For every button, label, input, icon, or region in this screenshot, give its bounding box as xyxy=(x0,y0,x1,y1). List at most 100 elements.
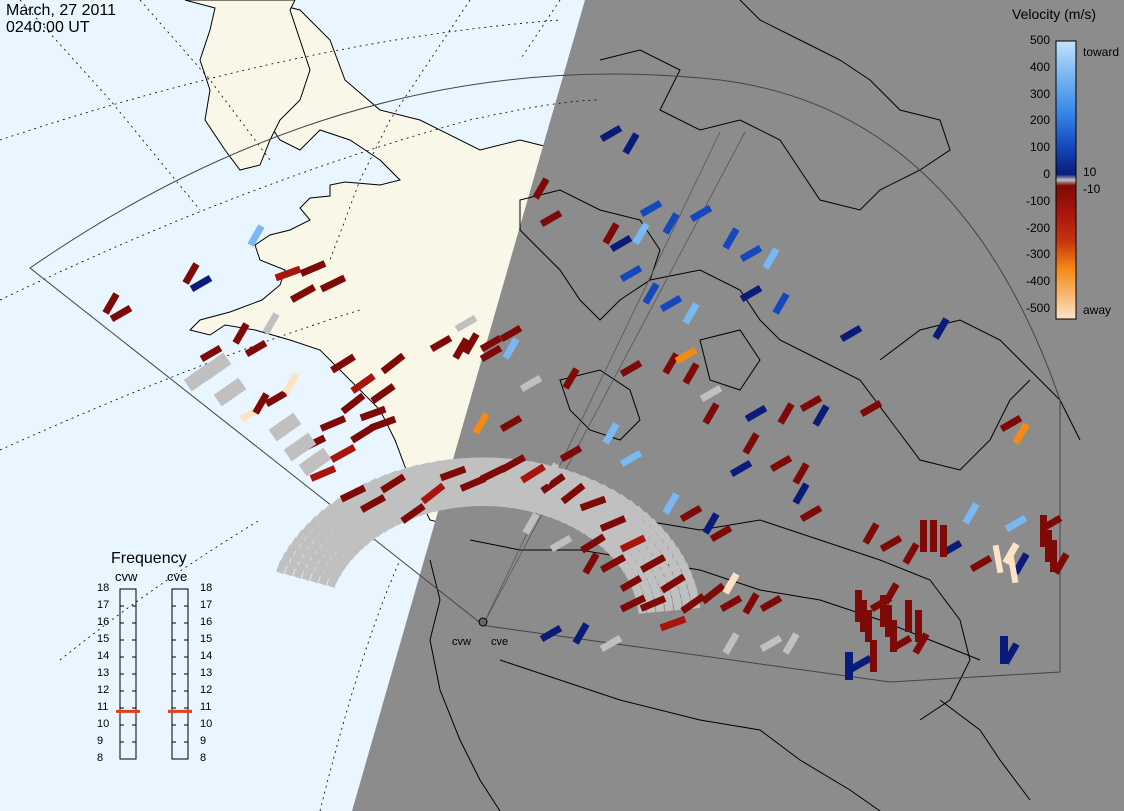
site-label-cve: cve xyxy=(491,636,509,648)
scatter-cell xyxy=(580,533,606,554)
scatter-cell xyxy=(1002,542,1020,565)
graticule-lines xyxy=(0,0,601,811)
frequency-tick-left: 18 xyxy=(97,582,110,594)
scatter-cell xyxy=(762,247,780,270)
scatter-cell xyxy=(599,634,623,653)
scatter-cell xyxy=(329,444,357,463)
velocity-tick-label: 500 xyxy=(1029,33,1050,47)
radar-label-cve: cve xyxy=(167,569,188,584)
scatter-cell xyxy=(375,473,390,487)
scatter-cell xyxy=(462,332,480,355)
scatter-cell xyxy=(479,464,507,483)
scatter-cell xyxy=(439,458,453,469)
velocity-tick-label: 300 xyxy=(1029,86,1050,101)
scatter-cell xyxy=(599,554,627,573)
scatter-cell xyxy=(380,352,406,375)
site-label-cvw: cvw xyxy=(452,636,471,648)
scatter-cell xyxy=(782,632,800,655)
scatter-cell xyxy=(722,572,740,595)
scatter-cell xyxy=(659,615,687,632)
frequency-tick-right: 15 xyxy=(200,633,213,645)
frequency-tick-left: 12 xyxy=(97,684,110,696)
scatter-cell xyxy=(699,384,723,403)
scatter-cell xyxy=(461,457,475,467)
scatter-cell xyxy=(1000,636,1008,664)
time-label: 0240:00 UT xyxy=(6,19,90,36)
scatter-cell xyxy=(463,470,476,480)
scatter-cell xyxy=(539,209,563,228)
scatter-cell xyxy=(549,534,573,553)
frequency-tick-left: 15 xyxy=(97,633,110,645)
scatter-cell xyxy=(890,620,897,652)
scatter-cell xyxy=(262,312,280,335)
velocity-tick-label: -500 xyxy=(1025,301,1050,315)
scatter-cell xyxy=(1007,554,1019,584)
scatter-cell xyxy=(1004,514,1028,533)
scatter-cell xyxy=(559,444,583,463)
velocity-tick-label: -400 xyxy=(1025,274,1050,289)
scatter-cell xyxy=(702,402,720,425)
scatter-cell xyxy=(769,454,793,473)
scatter-cell xyxy=(792,462,810,485)
velocity-scale-title: Velocity (m/s) xyxy=(1012,6,1097,22)
scatter-cell xyxy=(350,423,376,444)
scatter-cell xyxy=(264,389,288,408)
scatter-cell xyxy=(406,464,421,476)
scatter-cell xyxy=(879,534,903,553)
scatter-cell xyxy=(109,304,133,323)
scatter-cell xyxy=(792,482,810,505)
scatter-cell xyxy=(182,262,200,285)
frequency-tick-right: 11 xyxy=(200,701,212,713)
scatter-cell xyxy=(370,383,396,404)
frequency-tick-right: 10 xyxy=(200,718,213,730)
date-label: March, 27 2011 xyxy=(6,2,116,19)
scatter-cell xyxy=(865,610,872,642)
scatter-cell xyxy=(579,495,607,512)
scatter-cell xyxy=(499,324,523,343)
velocity-tick-minus10: -10 xyxy=(1083,182,1101,196)
scatter-cell xyxy=(479,344,503,363)
scatter-cell xyxy=(380,473,406,494)
scatter-cell xyxy=(674,346,698,365)
scatter-cell xyxy=(319,415,347,432)
scatter-cell xyxy=(680,593,706,614)
scatter-cell xyxy=(902,542,920,565)
scatter-cell xyxy=(639,595,667,612)
scatter-cell xyxy=(920,520,927,552)
scatter-cell xyxy=(385,470,400,483)
scatter-cell xyxy=(473,457,486,466)
scatter-cell xyxy=(602,222,620,245)
scatter-cell xyxy=(812,404,830,427)
scatter-cell xyxy=(662,212,680,235)
scatter-cell xyxy=(862,522,880,545)
scatter-cell xyxy=(799,394,823,413)
scatter-cell xyxy=(700,582,726,605)
scatter-cell xyxy=(632,222,650,245)
scatter-cell xyxy=(268,412,302,442)
toward-label: toward xyxy=(1083,45,1120,59)
velocity-tick-label: 100 xyxy=(1029,140,1050,155)
scatter-cell xyxy=(309,465,337,482)
frequency-tick-left: 8 xyxy=(97,752,104,764)
frequency-tick-right: 9 xyxy=(200,735,207,747)
scatter-cell xyxy=(662,492,680,515)
frequency-gauges xyxy=(116,588,192,760)
scatter-cell xyxy=(479,334,503,353)
scatter-cell xyxy=(417,462,431,474)
scatter-cell xyxy=(799,504,823,523)
scatter-cell xyxy=(472,412,490,435)
scatter-cell xyxy=(499,414,523,433)
velocity-colorbar xyxy=(1055,40,1077,320)
scatter-cell xyxy=(198,352,232,382)
scatter-cell xyxy=(252,392,270,415)
scatter-cell xyxy=(619,449,643,468)
scatter-cell xyxy=(330,353,356,374)
scatter-cell xyxy=(562,367,580,390)
scatter-cell xyxy=(420,482,446,505)
frequency-tick-right: 16 xyxy=(200,616,213,628)
scatter-cell xyxy=(539,624,563,643)
scatter-cell xyxy=(540,473,566,494)
scatter-cell xyxy=(619,594,647,613)
frequency-tick-right: 14 xyxy=(200,650,213,662)
